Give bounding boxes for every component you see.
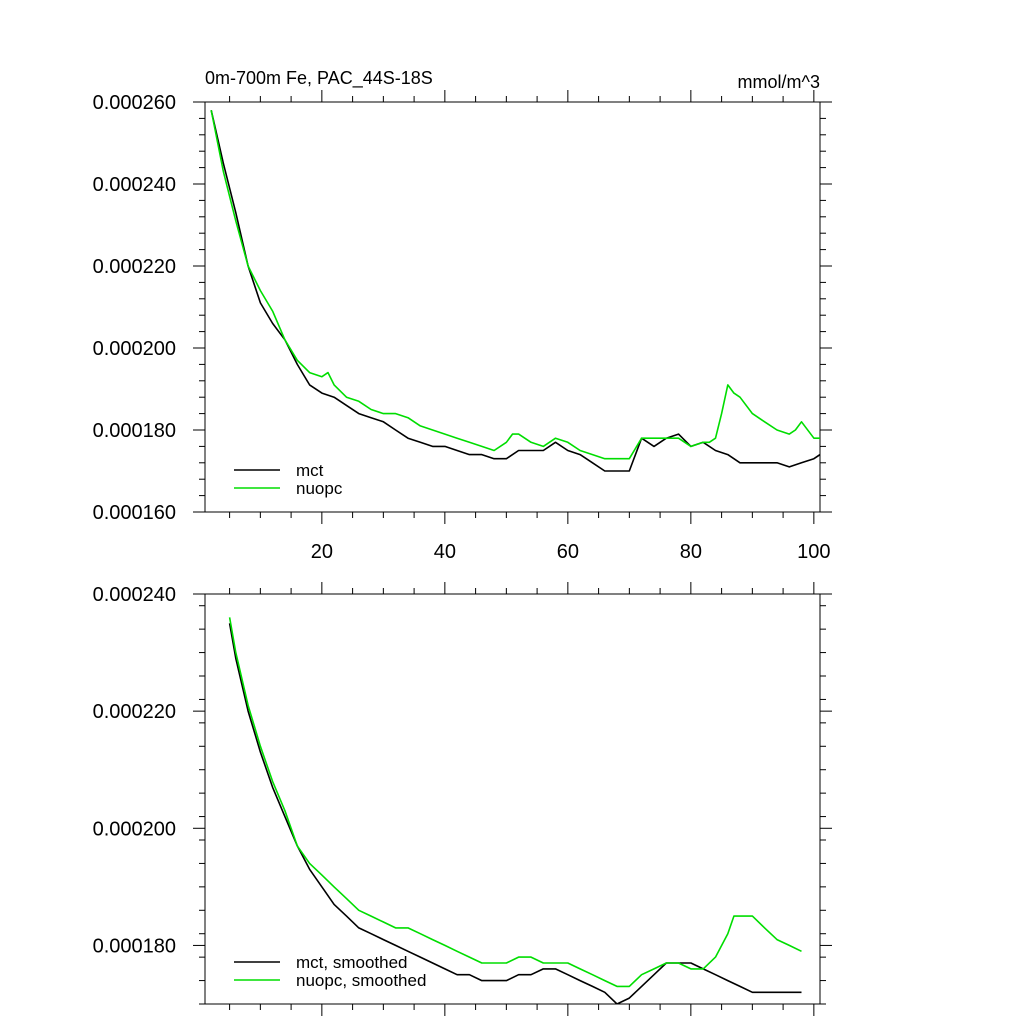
x-tick-label: 60 — [557, 541, 579, 563]
legend-label: nuopc — [296, 479, 343, 498]
y-tick-label: 0.000180 — [93, 935, 176, 957]
y-tick-label: 0.000240 — [93, 584, 176, 606]
legend-label: mct, smoothed — [296, 953, 408, 972]
legend-label: nuopc, smoothed — [296, 971, 426, 990]
chart-title: 0m-700m Fe, PAC_44S-18S — [205, 68, 433, 89]
y-tick-label: 0.000260 — [93, 92, 176, 114]
y-tick-label: 0.000200 — [93, 338, 176, 360]
plot-frame — [204, 593, 821, 1005]
chart-panel-1: 0.000160 0.000180 0.000200 0.000220 0.000240… — [93, 68, 832, 563]
y-tick-label: 0.000240 — [93, 174, 176, 196]
series-line-nuopc — [210, 110, 820, 460]
y-tick-label: 0.000220 — [93, 701, 176, 723]
plot-frame — [204, 101, 821, 513]
x-tick-label: 20 — [311, 541, 333, 563]
chart-panel-2: 0.000180 0.000200 0.000220 0.000240 mct, smo… — [93, 582, 832, 1016]
y-tick-label: 0.000200 — [93, 818, 176, 840]
series-line-mct-smoothed — [228, 623, 802, 1004]
units-label: mmol/m^3 — [738, 72, 820, 92]
x-tick-label: 100 — [797, 541, 830, 563]
x-tick-label: 40 — [434, 541, 456, 563]
y-tick-label: 0.000180 — [93, 420, 176, 442]
y-tick-label: 0.000160 — [93, 502, 176, 524]
legend-label: mct — [296, 461, 324, 480]
series-line-mct — [210, 110, 820, 472]
y-tick-label: 0.000220 — [93, 256, 176, 278]
series-line-nuopc-smoothed — [228, 617, 802, 988]
x-tick-label: 80 — [680, 541, 702, 563]
